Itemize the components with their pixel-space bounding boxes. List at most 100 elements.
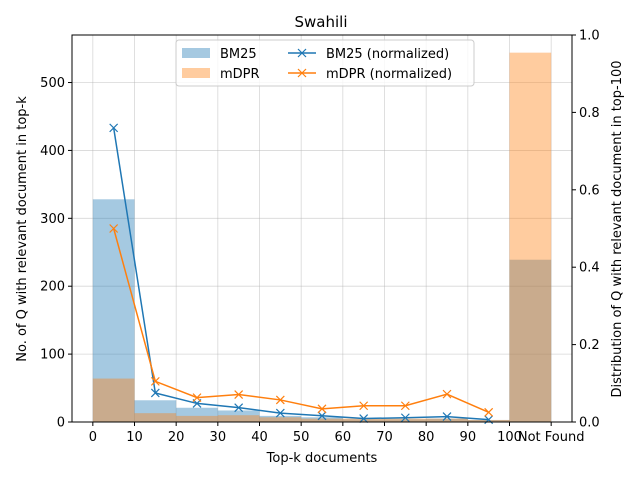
bar-mdpr — [134, 413, 177, 422]
x-tick-label: 30 — [210, 430, 227, 445]
marker-stroke — [359, 401, 369, 411]
y2-tick-label: 0.6 — [579, 183, 600, 198]
x-tick-label: 70 — [376, 430, 393, 445]
y-tick-label: 200 — [40, 280, 65, 295]
bar-bm25 — [467, 419, 510, 422]
bar-bm25 — [259, 415, 302, 422]
marker-stroke — [109, 123, 119, 133]
x-tick-label: 20 — [168, 430, 185, 445]
x-tick-label: Not Found — [518, 430, 585, 445]
legend-box — [175, 39, 475, 87]
marker-bm25-normalized — [275, 408, 285, 418]
bar-bm25 — [301, 417, 343, 422]
legend-swatch — [182, 68, 210, 78]
bar-mdpr — [217, 415, 260, 422]
marker-stroke — [317, 411, 327, 421]
marker-stroke — [442, 389, 452, 399]
chart-title: Swahili — [295, 13, 348, 31]
marker-mdpr-normalized — [442, 389, 452, 399]
marker-bm25-normalized — [359, 414, 369, 423]
bar-bm25 — [134, 400, 177, 422]
x-tick-label: 0 — [89, 430, 97, 445]
marker-mdpr-normalized — [275, 395, 285, 405]
plot-frame — [71, 34, 573, 423]
bars-layer — [92, 52, 552, 423]
bar-bm25 — [509, 259, 552, 422]
marker-stroke — [150, 388, 160, 398]
marker-stroke — [192, 393, 202, 403]
x-tick-label: 40 — [251, 430, 268, 445]
x-tick-label: 90 — [460, 430, 477, 445]
bar-bm25 — [426, 418, 468, 422]
marker-stroke — [275, 408, 285, 418]
bar-mdpr — [342, 418, 385, 422]
marker-bm25-normalized — [109, 123, 119, 133]
legend-label: BM25 (normalized) — [326, 47, 449, 62]
x-tick-label: 100 — [497, 430, 522, 445]
legend-marker — [297, 48, 307, 58]
legend-marker — [297, 68, 307, 78]
bar-bm25 — [342, 419, 385, 422]
marker-stroke — [400, 401, 410, 411]
bar-bm25 — [217, 410, 260, 422]
marker-stroke — [150, 376, 160, 386]
marker-bm25-normalized — [317, 411, 327, 421]
bar-mdpr — [176, 415, 218, 422]
legend-label: mDPR — [220, 67, 260, 82]
series-line-bm25-normalized — [112, 127, 489, 421]
y2-tick-label: 0.4 — [579, 261, 600, 276]
grid-layer — [72, 35, 572, 423]
legend-swatch — [182, 48, 210, 58]
bar-mdpr — [301, 418, 343, 422]
marker-mdpr-normalized — [317, 404, 327, 414]
x-tick-label: 60 — [335, 430, 352, 445]
series-line-mdpr-normalized — [112, 228, 489, 414]
marker-bm25-normalized — [150, 388, 160, 398]
marker-stroke — [442, 412, 452, 422]
y-tick-label: 400 — [40, 144, 65, 159]
marker-mdpr-normalized — [150, 376, 160, 386]
marker-stroke — [317, 404, 327, 414]
x-axis-label: Top-k documents — [266, 451, 378, 466]
legend: BM25 mDPR BM25 (normalized) mDPR (normalize… — [175, 39, 475, 87]
marker-mdpr-normalized — [400, 401, 410, 411]
bar-mdpr — [467, 419, 510, 422]
marker-bm25-normalized — [442, 412, 452, 422]
marker-mdpr-normalized — [109, 224, 119, 233]
marker-stroke — [484, 407, 494, 417]
marker-mdpr-normalized — [192, 393, 202, 403]
legend-label: mDPR (normalized) — [326, 67, 452, 82]
marker-stroke — [109, 224, 119, 233]
marker-stroke — [234, 403, 244, 413]
y-tick-label: 0 — [57, 416, 65, 431]
y-tick-label: 500 — [40, 76, 65, 91]
x-tick-label: 80 — [418, 430, 435, 445]
x-tick-label: 50 — [293, 430, 310, 445]
marker-bm25-normalized — [400, 413, 410, 423]
y2-tick-label: 0.2 — [579, 338, 600, 353]
y-tick-label: 300 — [40, 212, 65, 227]
marker-stroke — [400, 413, 410, 423]
marker-stroke — [234, 390, 244, 399]
marker-mdpr-normalized — [484, 407, 494, 417]
bar-mdpr — [426, 418, 468, 422]
x-tick-label: 10 — [126, 430, 143, 445]
lines-layer — [109, 123, 494, 425]
bar-bm25 — [92, 199, 135, 422]
marker-mdpr-normalized — [359, 401, 369, 411]
bar-mdpr — [92, 378, 135, 422]
y-tick-label: 100 — [40, 348, 65, 363]
y2-tick-label: 0.0 — [579, 416, 600, 431]
marker-stroke — [275, 395, 285, 405]
marker-bm25-normalized — [234, 403, 244, 413]
bar-mdpr — [259, 417, 302, 422]
bar-bm25 — [176, 407, 218, 422]
bar-bm25 — [384, 419, 427, 422]
marker-mdpr-normalized — [234, 390, 244, 399]
y2-tick-label: 1.0 — [579, 29, 600, 44]
y2-tick-label: 0.8 — [579, 106, 600, 121]
y2-axis-label: Distribution of Q with relevant document… — [610, 60, 625, 397]
